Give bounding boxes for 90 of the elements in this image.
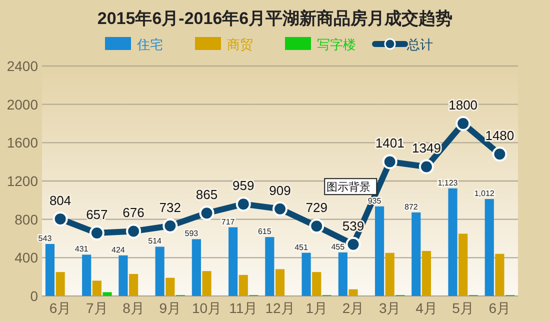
x-tick-label: 1月 — [306, 300, 328, 316]
data-label: 455 — [331, 242, 346, 252]
x-tick-label: 12月 — [265, 300, 295, 316]
legend-label: 总计 — [406, 37, 433, 52]
x-tick-label: 3月 — [378, 300, 401, 316]
legend-label: 写字楼 — [317, 37, 356, 52]
point — [382, 154, 398, 170]
y-tick-label: 400 — [14, 250, 38, 266]
point — [272, 201, 288, 216]
y-tick-label: 1600 — [6, 134, 38, 151]
data-label: 543 — [38, 234, 52, 243]
data-label: 909 — [269, 182, 291, 198]
x-tick-label: 2月 — [342, 300, 364, 316]
data-label: 1401 — [375, 136, 404, 151]
x-tick-label: 9月 — [159, 300, 182, 316]
bar — [348, 289, 358, 296]
bar — [92, 280, 102, 296]
y-tick-label: 800 — [14, 211, 38, 228]
bar — [265, 237, 274, 296]
data-label: 729 — [306, 200, 328, 216]
bar — [338, 252, 348, 296]
bar — [228, 227, 238, 296]
data-label: 615 — [258, 227, 272, 236]
bar — [412, 212, 421, 296]
y-tick-label: 0 — [30, 288, 38, 304]
point — [199, 206, 214, 221]
bar — [155, 246, 164, 296]
bar — [448, 188, 458, 296]
data-label: 959 — [232, 178, 254, 194]
point — [162, 218, 178, 234]
x-tick-label: 6月 — [488, 300, 511, 316]
bar — [374, 206, 384, 296]
point — [492, 146, 508, 162]
bar — [484, 199, 494, 296]
bar — [422, 250, 432, 296]
bar — [238, 274, 248, 296]
x-tick-label: 6月 — [49, 300, 72, 316]
data-label: 431 — [74, 244, 89, 254]
data-label: 717 — [221, 217, 236, 226]
data-label: 804 — [49, 192, 72, 208]
bar — [192, 239, 201, 296]
bar — [128, 274, 138, 296]
bar — [312, 272, 322, 296]
data-label: 1,123 — [438, 178, 458, 188]
x-tick-label: 10月 — [192, 300, 222, 316]
bar — [118, 255, 128, 296]
bar — [458, 234, 468, 296]
data-label: 657 — [86, 207, 108, 222]
data-label: 1480 — [485, 128, 514, 144]
data-label: 935 — [368, 196, 382, 206]
bar — [275, 269, 285, 296]
x-tick-label: 7月 — [86, 300, 108, 316]
y-tick-label: 2400 — [6, 58, 38, 74]
point — [309, 218, 324, 234]
point — [126, 224, 142, 239]
data-label: 514 — [148, 236, 162, 246]
point — [89, 226, 104, 241]
x-tick-label: 8月 — [122, 300, 144, 316]
point — [418, 159, 434, 174]
chart-title: 2015年6月-2016年6月平湖新商品房月成交趋势 — [97, 9, 453, 28]
bar — [102, 292, 112, 296]
data-label: 865 — [196, 187, 218, 202]
legend-label: 商贸 — [227, 37, 253, 52]
point — [52, 211, 68, 226]
data-label: 451 — [294, 242, 309, 252]
bar — [302, 252, 311, 296]
data-label: 1,012 — [474, 189, 495, 198]
y-tick-label: 1200 — [6, 173, 38, 189]
annotation: 图示背景 — [326, 180, 371, 194]
x-tick-label: 11月 — [229, 300, 258, 316]
bar — [495, 254, 504, 296]
bar — [202, 271, 212, 296]
data-label: 593 — [184, 229, 199, 238]
legend-label: 住宅 — [136, 37, 163, 52]
bar — [385, 252, 394, 296]
data-label: 872 — [404, 202, 418, 212]
y-tick-label: 2000 — [6, 96, 38, 112]
x-tick-label: 4月 — [416, 300, 438, 316]
data-label: 1800 — [448, 98, 478, 112]
point — [236, 196, 251, 212]
x-tick-label: 5月 — [452, 300, 474, 316]
data-label: 676 — [122, 205, 144, 220]
bar — [45, 244, 55, 296]
data-label: 732 — [159, 200, 182, 215]
bar — [82, 254, 92, 296]
bar — [56, 272, 65, 296]
data-label: 424 — [112, 245, 126, 254]
bar — [166, 278, 175, 296]
point — [456, 116, 471, 131]
point — [346, 236, 361, 252]
